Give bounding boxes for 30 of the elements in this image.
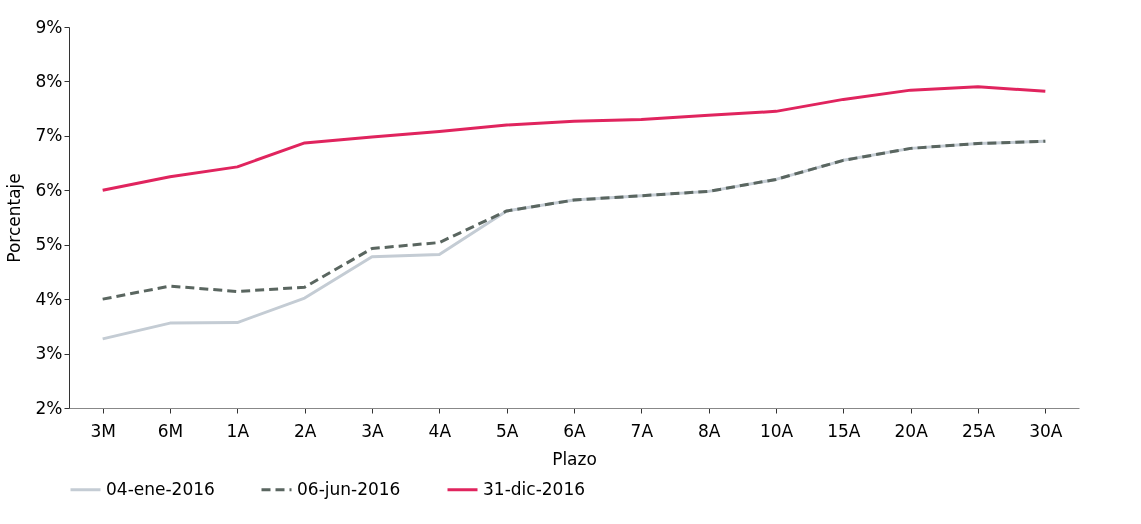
x-tick-label: 6A: [563, 420, 587, 441]
legend-label: 06-jun-2016: [297, 478, 401, 499]
x-tick-label: 8A: [697, 420, 721, 441]
y-tick-label: 9%: [35, 16, 63, 37]
y-axis-title: Porcentaje: [3, 173, 24, 263]
line-series: [101, 139, 1047, 301]
y-tick-label: 7%: [35, 125, 63, 146]
x-tick-label: 4A: [428, 420, 452, 441]
x-axis-title: Plazo: [552, 448, 597, 469]
y-tick-label: 6%: [35, 179, 63, 200]
x-tick-label: 3M: [90, 420, 116, 441]
y-tick-label: 8%: [35, 70, 63, 91]
legend-label: 31-dic-2016: [483, 478, 586, 499]
x-tick-label: 1A: [226, 420, 250, 441]
x-tick-label: 10A: [759, 420, 794, 441]
y-tick-label: 5%: [35, 234, 63, 255]
x-tick-label: 15A: [827, 420, 861, 441]
x-tick-label: 2A: [293, 420, 317, 441]
x-tick-label: 20A: [894, 420, 929, 441]
y-tick-label: 3%: [35, 343, 63, 364]
legend-label: 04-ene-2016: [106, 478, 215, 499]
x-tick-label: 7A: [630, 420, 654, 441]
y-tick-label: 4%: [35, 288, 63, 309]
x-tick-label: 5A: [495, 420, 519, 441]
x-tick-label: 6M: [157, 420, 184, 441]
x-tick-label: 25A: [961, 420, 996, 441]
line-series: [101, 85, 1047, 192]
x-tick-label: 3A: [361, 420, 385, 441]
y-tick-label: 2%: [35, 397, 63, 418]
x-tick-label: 30A: [1029, 420, 1063, 441]
